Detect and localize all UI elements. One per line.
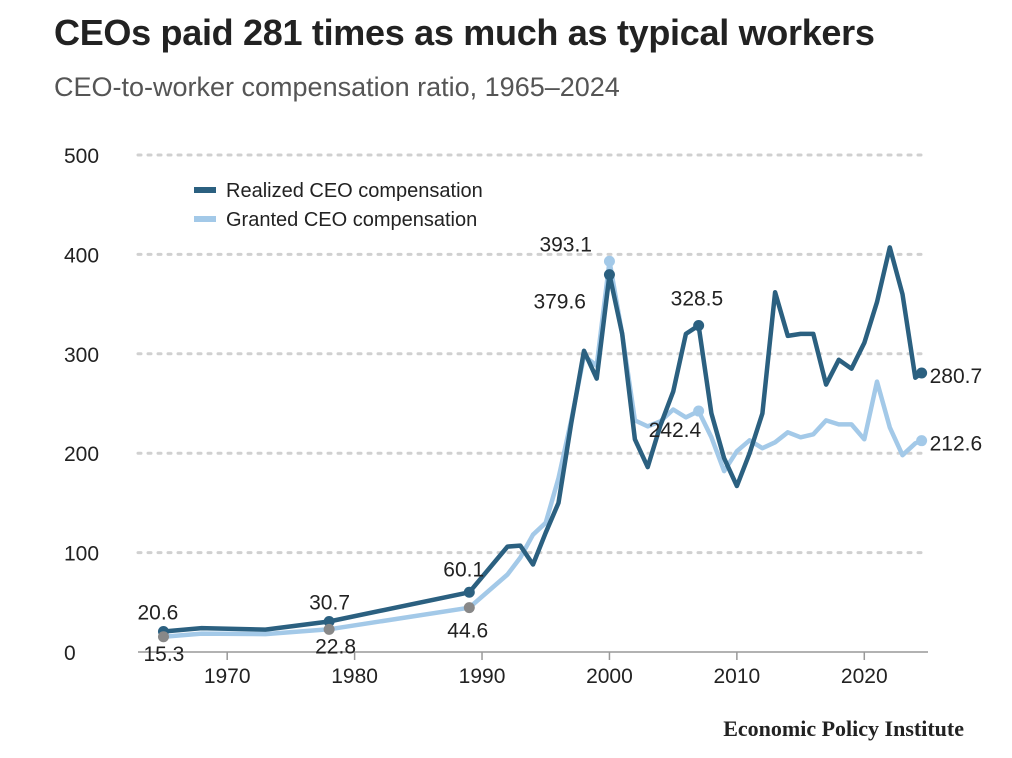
x-tick-label-2010: 2010 (714, 665, 761, 688)
x-tick-label-1970: 1970 (204, 665, 251, 688)
series-lines (161, 245, 924, 640)
granted-marker-1965 (157, 631, 169, 643)
realized-marker-1989 (463, 586, 475, 598)
realized-label-2000: 379.6 (533, 291, 586, 314)
realized-label-1965: 20.6 (137, 602, 178, 625)
realized-marker-2024.5 (916, 367, 928, 379)
y-tick-label-400: 400 (64, 244, 99, 267)
realized-label-2007: 328.5 (671, 287, 724, 310)
realized-marker-2007 (693, 319, 705, 331)
series-line-realized (161, 245, 924, 634)
x-tick-label-1980: 1980 (331, 665, 378, 688)
series-line-granted (161, 259, 924, 640)
realized-marker-1978 (323, 615, 335, 627)
x-tick-label-2020: 2020 (841, 665, 888, 688)
grid (136, 153, 930, 555)
x-tick-label-1990: 1990 (459, 665, 506, 688)
x-tick-label-2000: 2000 (586, 665, 633, 688)
y-tick-label-200: 200 (64, 443, 99, 466)
granted-label-1978: 22.8 (315, 635, 356, 658)
granted-marker-2007 (693, 405, 705, 417)
y-tick-label-300: 300 (64, 344, 99, 367)
granted-label-2000: 393.1 (539, 233, 592, 256)
legend: Realized CEO compensation Granted CEO com… (194, 180, 483, 231)
legend-label-0: Realized CEO compensation (226, 180, 483, 202)
y-tick-label-100: 100 (64, 543, 99, 566)
granted-marker-2024.5 (916, 435, 928, 447)
granted-label-2024.5: 212.6 (930, 433, 983, 456)
axes: 0 100 200 300 400 500 1970 1980 1990 2000 2010 2020 (64, 145, 928, 688)
realized-label-2024.5: 280.7 (930, 365, 983, 388)
source-credit: Economic Policy Institute (723, 716, 964, 741)
data-markers (157, 255, 928, 643)
data-labels: 20.6 30.7 60.1 379.6 328.5 280.7 15.3 22.8 44.6 3… (137, 233, 982, 666)
realized-label-1989: 60.1 (443, 558, 484, 581)
chart-title: CEOs paid 281 times as much as typical w… (54, 12, 875, 53)
realized-marker-2000 (603, 269, 615, 281)
granted-marker-1989 (463, 602, 475, 614)
granted-label-2007: 242.4 (649, 419, 702, 442)
granted-marker-2000 (603, 255, 615, 267)
y-tick-label-500: 500 (64, 145, 99, 168)
y-tick-label-0: 0 (64, 642, 76, 665)
granted-label-1965: 15.3 (143, 643, 184, 666)
realized-label-1978: 30.7 (309, 591, 350, 614)
legend-label-1: Granted CEO compensation (226, 209, 477, 231)
chart-subtitle: CEO-to-worker compensation ratio, 1965–2… (54, 72, 620, 102)
granted-label-1989: 44.6 (447, 620, 488, 643)
granted-marker-1978 (323, 623, 335, 635)
